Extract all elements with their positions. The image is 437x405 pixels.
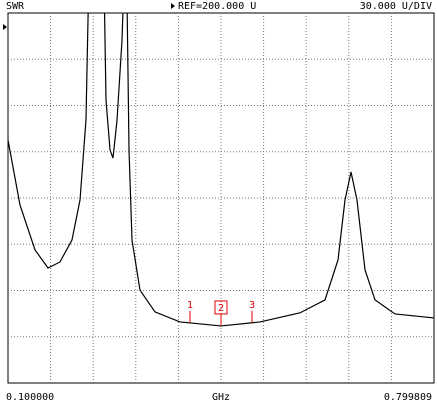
marker-box: [214, 300, 228, 315]
reference-label: REF=200.000 U: [178, 1, 256, 12]
marker-label: 2: [218, 303, 224, 314]
stop-frequency: 0.799809: [384, 392, 432, 403]
marker-label: 3: [249, 300, 255, 311]
ref-pointer: [3, 24, 7, 30]
trace: [8, 13, 434, 327]
marker-label: 1: [187, 300, 193, 311]
scale-label: 30.000 U/DIV: [360, 1, 432, 12]
measurement-label: SWR: [6, 1, 25, 12]
frequency-unit: GHz: [212, 392, 230, 403]
ref-arrow: [171, 3, 175, 9]
start-frequency: 0.100000: [6, 392, 54, 403]
